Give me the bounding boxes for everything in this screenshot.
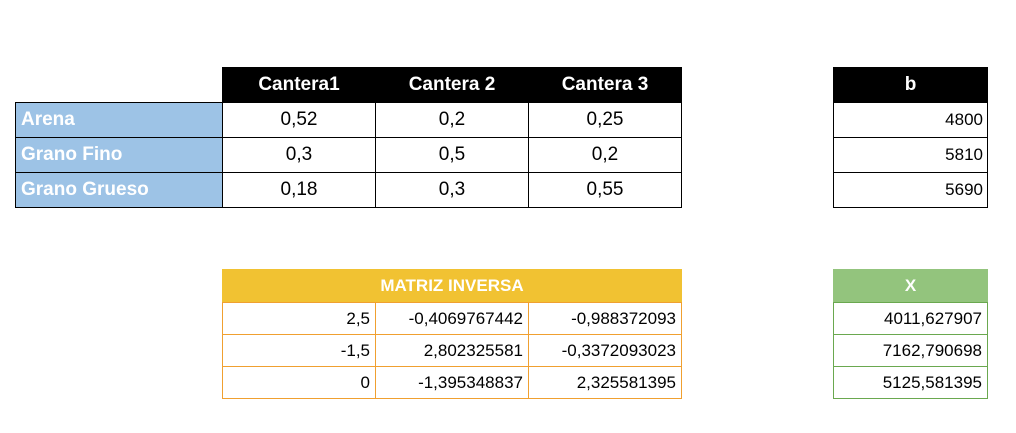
row-label-grano-grueso[interactable]: Grano Grueso: [15, 172, 223, 208]
matrix-a-cell[interactable]: 0,18: [222, 172, 376, 208]
inverse-cell[interactable]: -0,4069767442: [375, 302, 529, 335]
inverse-cell[interactable]: 2,325581395: [528, 366, 682, 399]
vector-x-cell[interactable]: 7162,790698: [833, 334, 988, 367]
vector-b-header[interactable]: b: [833, 67, 988, 102]
inverse-cell[interactable]: -0,988372093: [528, 302, 682, 335]
column-header-cantera2[interactable]: Cantera 2: [375, 67, 529, 102]
column-header-cantera1[interactable]: Cantera1: [222, 67, 376, 102]
inverse-cell[interactable]: -0,3372093023: [528, 334, 682, 367]
matrix-a-cell[interactable]: 0,55: [528, 172, 682, 208]
inverse-cell[interactable]: -1,395348837: [375, 366, 529, 399]
matrix-a-cell[interactable]: 0,2: [528, 137, 682, 173]
matrix-a-cell[interactable]: 0,3: [222, 137, 376, 173]
matrix-a-cell[interactable]: 0,52: [222, 102, 376, 138]
inverse-cell[interactable]: 2,802325581: [375, 334, 529, 367]
vector-x-cell[interactable]: 4011,627907: [833, 302, 988, 335]
vector-x-header[interactable]: X: [833, 269, 988, 302]
vector-b-cell[interactable]: 5810: [833, 137, 988, 173]
matrix-a-cell[interactable]: 0,5: [375, 137, 529, 173]
inverse-cell[interactable]: -1,5: [222, 334, 376, 367]
row-label-arena[interactable]: Arena: [15, 102, 223, 138]
column-header-cantera3[interactable]: Cantera 3: [528, 67, 682, 102]
inverse-matrix-header[interactable]: MATRIZ INVERSA: [222, 269, 682, 302]
vector-b-cell[interactable]: 4800: [833, 102, 988, 138]
inverse-cell[interactable]: 2,5: [222, 302, 376, 335]
vector-x-cell[interactable]: 5125,581395: [833, 366, 988, 399]
matrix-a-cell[interactable]: 0,2: [375, 102, 529, 138]
vector-b-cell[interactable]: 5690: [833, 172, 988, 208]
matrix-a-cell[interactable]: 0,3: [375, 172, 529, 208]
row-label-grano-fino[interactable]: Grano Fino: [15, 137, 223, 173]
matrix-a-cell[interactable]: 0,25: [528, 102, 682, 138]
inverse-cell[interactable]: 0: [222, 366, 376, 399]
